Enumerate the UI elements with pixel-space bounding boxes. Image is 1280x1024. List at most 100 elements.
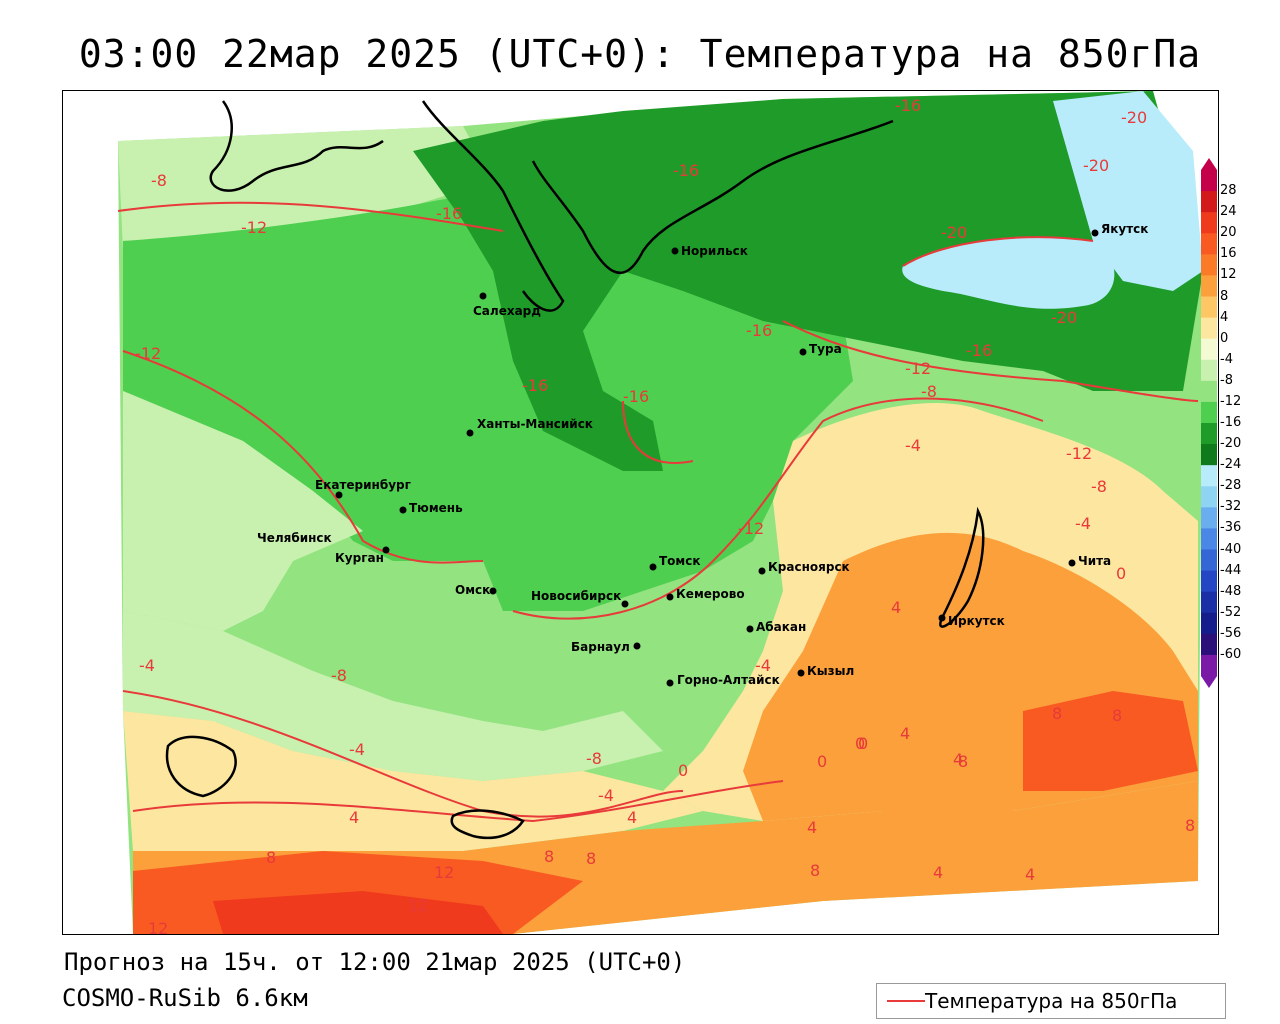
svg-text:-20: -20 bbox=[941, 223, 967, 242]
scale-tick-label: -24 bbox=[1220, 457, 1242, 473]
svg-text:0: 0 bbox=[858, 734, 868, 753]
svg-text:-20: -20 bbox=[1121, 108, 1147, 127]
svg-text:Ханты-Мансийск: Ханты-Мансийск bbox=[477, 417, 593, 431]
isotherm-line bbox=[132, 780, 784, 823]
isotherm-line bbox=[512, 397, 1044, 620]
scale-tick-label: -12 bbox=[1220, 393, 1242, 409]
svg-text:0: 0 bbox=[678, 761, 688, 780]
city-kurgan: Курган bbox=[335, 546, 390, 565]
scale-tick-label: -4 bbox=[1220, 351, 1233, 367]
scale-swatch bbox=[1201, 254, 1217, 276]
zone-minus4-sw bbox=[123, 391, 363, 631]
map-svg: Салехард Норильск Тура Якутск Ханты-Манс… bbox=[117, 91, 1203, 934]
scale-swatch bbox=[1201, 486, 1217, 508]
scale-tick-label: 0 bbox=[1220, 330, 1229, 346]
scale-swatch bbox=[1201, 612, 1217, 635]
scale-tick-label: -16 bbox=[1220, 415, 1242, 430]
legend: Температура на 850гПа bbox=[876, 983, 1226, 1019]
svg-text:-16: -16 bbox=[673, 161, 699, 180]
scale-tick-label: -40 bbox=[1220, 541, 1242, 557]
scale-swatch bbox=[1201, 317, 1217, 340]
svg-text:8: 8 bbox=[810, 861, 820, 880]
svg-text:Абакан: Абакан bbox=[756, 620, 806, 634]
isotherm-line bbox=[117, 201, 504, 232]
scale-swatch bbox=[1201, 401, 1217, 424]
svg-text:-12: -12 bbox=[738, 519, 764, 538]
svg-text:12: 12 bbox=[148, 919, 168, 934]
svg-text:Екатеринбург: Екатеринбург bbox=[315, 478, 411, 492]
svg-text:8: 8 bbox=[586, 849, 596, 868]
svg-text:Кемерово: Кемерово bbox=[676, 587, 745, 601]
model-name: COSMO-RuSib 6.6км bbox=[62, 984, 308, 1012]
city-chelyabinsk: Челябинск bbox=[257, 531, 332, 545]
svg-text:4: 4 bbox=[953, 750, 963, 769]
scale-swatch bbox=[1201, 275, 1217, 297]
city-ekaterinburg: Екатеринбург bbox=[315, 478, 411, 499]
svg-text:Новосибирск: Новосибирск bbox=[531, 589, 621, 603]
scale-tick-label: -56 bbox=[1220, 625, 1242, 641]
svg-text:Барнаул: Барнаул bbox=[571, 640, 630, 654]
scale-bottom-arrow bbox=[1201, 676, 1217, 688]
svg-text:4: 4 bbox=[891, 598, 901, 617]
svg-text:4: 4 bbox=[933, 863, 943, 882]
svg-text:4: 4 bbox=[900, 724, 910, 743]
contour-labels: -16 -20 -16 -20 -20 -20 -16 -8 -12 -16 -… bbox=[135, 96, 1195, 934]
city-tura: Тура bbox=[799, 342, 842, 356]
city-tyumen: Тюмень bbox=[399, 501, 463, 515]
coastline bbox=[209, 100, 894, 312]
svg-text:Омск: Омск bbox=[455, 583, 490, 597]
svg-text:8: 8 bbox=[1112, 706, 1122, 725]
svg-text:0: 0 bbox=[1116, 564, 1126, 583]
svg-text:0: 0 bbox=[855, 734, 865, 753]
scale-swatch bbox=[1201, 549, 1217, 572]
svg-text:-16: -16 bbox=[436, 204, 462, 223]
zone-12-south bbox=[213, 891, 503, 934]
coastline-aral bbox=[450, 809, 525, 840]
svg-text:8: 8 bbox=[544, 847, 554, 866]
scale-tick-label: -52 bbox=[1220, 604, 1242, 620]
temperature-map: Салехард Норильск Тура Якутск Ханты-Манс… bbox=[62, 90, 1219, 935]
city-salekhard: Салехард bbox=[473, 292, 541, 318]
scale-tick-label: 4 bbox=[1220, 309, 1229, 325]
svg-text:Чита: Чита bbox=[1078, 554, 1111, 568]
svg-text:-20: -20 bbox=[1083, 156, 1109, 175]
svg-text:Иркутск: Иркутск bbox=[948, 614, 1005, 628]
svg-text:-4: -4 bbox=[905, 436, 921, 455]
scale-tick-label: -60 bbox=[1220, 646, 1242, 662]
scale-tick-label: 8 bbox=[1220, 288, 1229, 304]
isotherm-line bbox=[902, 236, 1094, 267]
zone-minus24-yakutsk bbox=[902, 237, 1115, 309]
isotherm-line bbox=[122, 350, 484, 564]
scale-swatch bbox=[1201, 233, 1217, 255]
zone-minus8-south bbox=[123, 611, 663, 781]
zone-minus16-north bbox=[413, 91, 1203, 471]
svg-text:8: 8 bbox=[1185, 816, 1195, 835]
city-novosibirsk: Новосибирск bbox=[531, 589, 629, 608]
scale-swatch bbox=[1201, 654, 1217, 677]
baikal-lake bbox=[939, 506, 985, 628]
scale-swatch bbox=[1201, 380, 1217, 403]
scale-tick-label: -36 bbox=[1220, 520, 1242, 536]
svg-text:-12: -12 bbox=[905, 359, 931, 378]
scale-swatch bbox=[1201, 170, 1217, 192]
legend-label: Температура на 850гПа bbox=[925, 989, 1178, 1013]
scale-swatch bbox=[1201, 359, 1217, 382]
scale-swatch bbox=[1201, 570, 1217, 593]
scale-swatch bbox=[1201, 528, 1217, 550]
zone-8-east bbox=[1023, 691, 1198, 791]
svg-text:4: 4 bbox=[627, 808, 637, 827]
svg-text:Челябинск: Челябинск bbox=[257, 531, 332, 545]
svg-text:Якутск: Якутск bbox=[1101, 222, 1148, 236]
svg-text:8: 8 bbox=[266, 848, 276, 867]
svg-text:-16: -16 bbox=[623, 387, 649, 406]
zone-minus24-ne bbox=[1053, 91, 1203, 291]
scale-swatch bbox=[1201, 296, 1217, 319]
svg-text:Тюмень: Тюмень bbox=[409, 501, 463, 515]
scale-swatch bbox=[1201, 444, 1217, 466]
svg-text:12: 12 bbox=[408, 896, 428, 915]
svg-text:4: 4 bbox=[1025, 865, 1035, 884]
svg-text:-12: -12 bbox=[241, 218, 267, 237]
svg-text:-8: -8 bbox=[331, 666, 347, 685]
svg-text:-4: -4 bbox=[755, 656, 771, 675]
scale-tick-label: 24 bbox=[1220, 204, 1237, 220]
